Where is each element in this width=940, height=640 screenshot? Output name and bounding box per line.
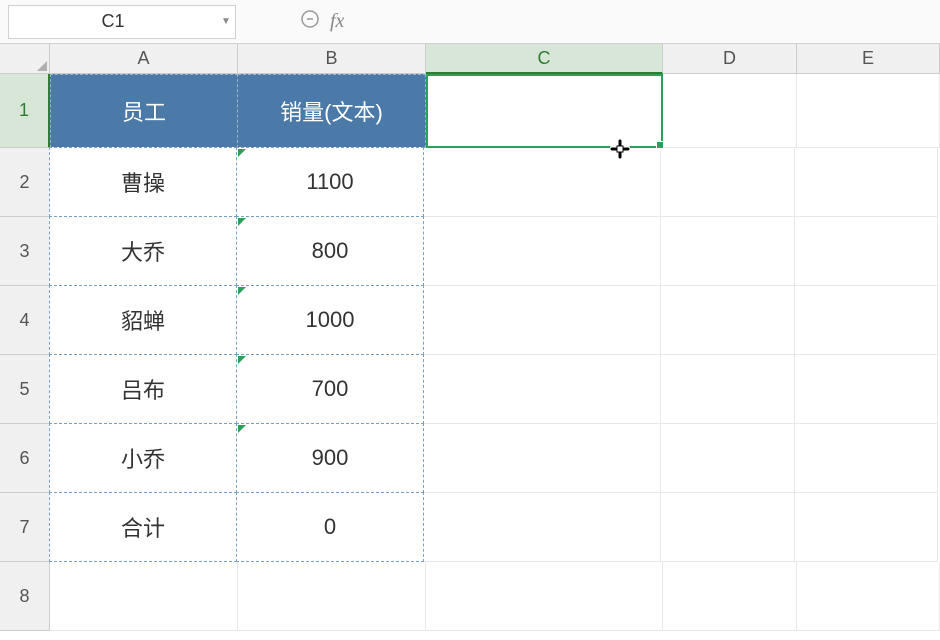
cell-e6[interactable] xyxy=(795,424,938,493)
cell-b5[interactable]: 700 xyxy=(236,354,424,424)
fx-area: fx xyxy=(300,9,344,35)
row-header-5[interactable]: 5 xyxy=(0,355,50,424)
spreadsheet-grid: A B C D E 1 员工 销量(文本) 2 曹操 1100 3 大乔 800… xyxy=(0,44,940,631)
fx-icon[interactable]: fx xyxy=(330,10,344,33)
cell-d3[interactable] xyxy=(661,217,795,286)
cell-e4[interactable] xyxy=(795,286,938,355)
cell-b2[interactable]: 1100 xyxy=(236,147,424,217)
cell-e7[interactable] xyxy=(795,493,938,562)
row-2: 2 曹操 1100 xyxy=(0,148,940,217)
row-header-1[interactable]: 1 xyxy=(0,74,50,148)
row-header-8[interactable]: 8 xyxy=(0,562,50,631)
column-headers: A B C D E xyxy=(0,44,940,74)
cell-d5[interactable] xyxy=(661,355,795,424)
cell-a1[interactable]: 员工 xyxy=(50,74,238,148)
cell-b6[interactable]: 900 xyxy=(236,423,424,493)
row-7: 7 合计 0 xyxy=(0,493,940,562)
cell-e3[interactable] xyxy=(795,217,938,286)
col-header-e[interactable]: E xyxy=(797,44,940,74)
cell-b7[interactable]: 0 xyxy=(236,492,424,562)
cell-c8[interactable] xyxy=(426,562,663,631)
cell-d4[interactable] xyxy=(661,286,795,355)
row-3: 3 大乔 800 xyxy=(0,217,940,286)
cell-c4[interactable] xyxy=(424,286,661,355)
col-header-d[interactable]: D xyxy=(663,44,797,74)
cancel-formula-icon[interactable] xyxy=(300,9,320,35)
cell-d8[interactable] xyxy=(663,562,797,631)
row-1: 1 员工 销量(文本) xyxy=(0,74,940,148)
cell-a5[interactable]: 吕布 xyxy=(49,354,237,424)
cell-b1[interactable]: 销量(文本) xyxy=(238,74,426,148)
col-header-b[interactable]: B xyxy=(238,44,426,74)
cell-d7[interactable] xyxy=(661,493,795,562)
cell-a3[interactable]: 大乔 xyxy=(49,216,237,286)
cell-d2[interactable] xyxy=(661,148,795,217)
col-header-a[interactable]: A xyxy=(50,44,238,74)
formula-bar: C1 ▼ fx xyxy=(0,0,940,44)
row-header-4[interactable]: 4 xyxy=(0,286,50,355)
cell-d1[interactable] xyxy=(663,74,797,148)
cell-a8[interactable] xyxy=(50,562,238,631)
cell-a7[interactable]: 合计 xyxy=(49,492,237,562)
row-header-2[interactable]: 2 xyxy=(0,148,50,217)
row-4: 4 貂蝉 1000 xyxy=(0,286,940,355)
cell-c2[interactable] xyxy=(424,148,661,217)
cell-c3[interactable] xyxy=(424,217,661,286)
cell-c1[interactable] xyxy=(426,74,663,148)
name-box-value: C1 xyxy=(9,11,217,32)
cell-a6[interactable]: 小乔 xyxy=(49,423,237,493)
cell-b4[interactable]: 1000 xyxy=(236,285,424,355)
cell-e5[interactable] xyxy=(795,355,938,424)
name-box[interactable]: C1 ▼ xyxy=(8,5,236,39)
cell-c7[interactable] xyxy=(424,493,661,562)
select-all-corner[interactable] xyxy=(0,44,50,74)
cell-b8[interactable] xyxy=(238,562,426,631)
row-8: 8 xyxy=(0,562,940,631)
cell-e2[interactable] xyxy=(795,148,938,217)
cell-a4[interactable]: 貂蝉 xyxy=(49,285,237,355)
cell-a2[interactable]: 曹操 xyxy=(49,147,237,217)
cell-e8[interactable] xyxy=(797,562,940,631)
row-5: 5 吕布 700 xyxy=(0,355,940,424)
col-header-c[interactable]: C xyxy=(426,44,663,74)
cell-d6[interactable] xyxy=(661,424,795,493)
cell-b3[interactable]: 800 xyxy=(236,216,424,286)
cell-c6[interactable] xyxy=(424,424,661,493)
cell-e1[interactable] xyxy=(797,74,940,148)
row-header-3[interactable]: 3 xyxy=(0,217,50,286)
row-header-6[interactable]: 6 xyxy=(0,424,50,493)
cell-c5[interactable] xyxy=(424,355,661,424)
row-6: 6 小乔 900 xyxy=(0,424,940,493)
row-header-7[interactable]: 7 xyxy=(0,493,50,562)
name-box-dropdown-icon[interactable]: ▼ xyxy=(217,6,235,38)
